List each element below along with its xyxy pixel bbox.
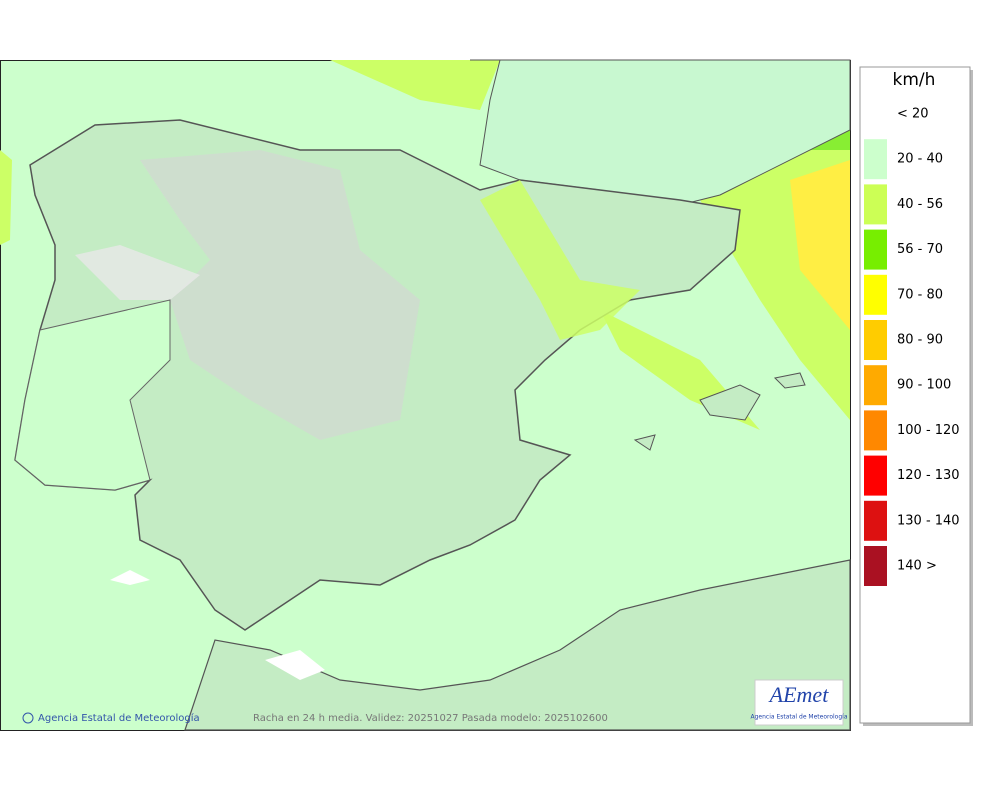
caption: Racha en 24 h media. Validez: 20251027 P… bbox=[253, 713, 608, 724]
logo-subtitle: Agencia Estatal de Meteorología bbox=[751, 714, 848, 721]
legend-label: 100 - 120 bbox=[897, 423, 960, 438]
legend-items: < 20 20 - 40 40 - 56 56 - 70 70 - 80 80 - 90 9… bbox=[864, 107, 960, 586]
legend-swatch bbox=[864, 139, 887, 180]
credit: Agencia Estatal de Meteorología bbox=[38, 712, 200, 724]
legend-label: 130 - 140 bbox=[897, 513, 960, 528]
legend-label: 70 - 80 bbox=[897, 287, 943, 302]
balearic-islands bbox=[633, 434, 656, 451]
legend-label: < 20 bbox=[897, 107, 929, 122]
logo-box bbox=[754, 679, 844, 726]
legend-label: 120 - 130 bbox=[897, 468, 960, 483]
balearic-islands bbox=[699, 384, 761, 421]
wind-zone bbox=[330, 60, 500, 110]
legend-label: 80 - 90 bbox=[897, 333, 943, 348]
legend-label: 20 - 40 bbox=[897, 152, 943, 167]
legend-swatch bbox=[864, 365, 887, 406]
legend-swatch bbox=[864, 500, 887, 541]
copyright-icon bbox=[22, 712, 34, 724]
wind-zone bbox=[790, 160, 850, 330]
wind-zone bbox=[0, 150, 12, 245]
legend-swatch bbox=[864, 455, 887, 496]
legend-swatch bbox=[864, 410, 887, 451]
north-africa bbox=[184, 559, 851, 731]
balearic-islands bbox=[773, 372, 806, 389]
legend-swatch bbox=[864, 184, 887, 225]
legend-label: 140 > bbox=[897, 559, 937, 574]
relief bbox=[75, 245, 200, 300]
legend-label: 56 - 70 bbox=[897, 242, 943, 257]
legend-swatch bbox=[864, 274, 887, 315]
legend-swatch bbox=[864, 229, 887, 270]
relief bbox=[140, 150, 420, 440]
wind-zone bbox=[480, 180, 640, 340]
no-data bbox=[110, 570, 150, 585]
legend-swatch bbox=[864, 546, 887, 586]
legend-label: 40 - 56 bbox=[897, 197, 943, 212]
legend-swatch bbox=[864, 320, 887, 360]
logo: AEmet bbox=[768, 682, 830, 707]
no-data bbox=[265, 650, 325, 680]
portugal bbox=[14, 299, 171, 491]
legend-label: 90 - 100 bbox=[897, 378, 951, 393]
legend-title: km/h bbox=[893, 70, 936, 90]
